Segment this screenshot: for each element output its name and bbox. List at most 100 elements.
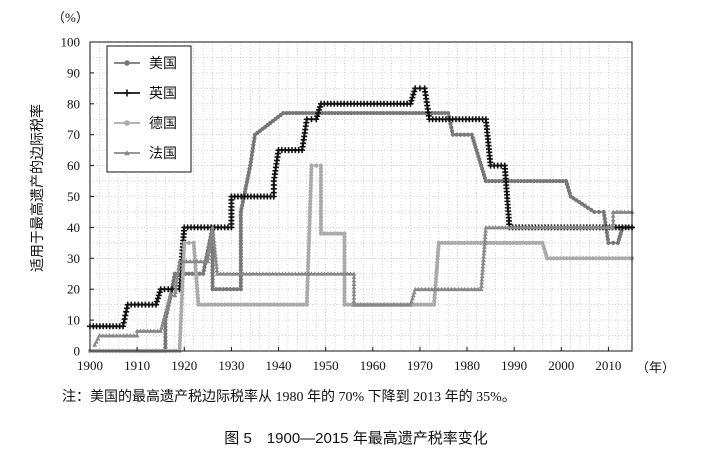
- data-point: [355, 110, 360, 116]
- data-point: [209, 302, 214, 307]
- data-point: [452, 286, 458, 292]
- data-point: [172, 271, 177, 276]
- data-point: [214, 271, 220, 276]
- y-axis-unit: （%）: [52, 10, 89, 25]
- data-point: [480, 264, 486, 269]
- data-point: [221, 271, 227, 276]
- data-point: [103, 333, 109, 338]
- data-point: [522, 178, 527, 184]
- data-point: [351, 298, 357, 304]
- data-point: [610, 221, 616, 226]
- data-point: [432, 286, 438, 292]
- y-tick-label: 10: [67, 313, 80, 328]
- data-point: [345, 271, 350, 276]
- data-point: [172, 292, 178, 298]
- data-point: [339, 231, 344, 236]
- data-point: [206, 252, 212, 257]
- data-point: [439, 240, 445, 245]
- legend-item: 美国: [114, 56, 177, 72]
- data-point: [594, 225, 600, 230]
- data-point: [479, 273, 485, 279]
- data-point: [307, 224, 312, 230]
- data-point: [213, 258, 219, 263]
- x-tick-label: 1960: [360, 358, 386, 373]
- data-point: [117, 333, 123, 338]
- legend-label: 英国: [149, 85, 177, 102]
- data-point: [235, 302, 240, 307]
- data-point: [270, 271, 275, 276]
- data-point: [318, 205, 324, 210]
- data-point: [432, 299, 437, 304]
- data-point: [205, 258, 211, 264]
- data-point: [174, 275, 180, 281]
- data-point: [181, 250, 186, 255]
- data-point: [422, 302, 427, 307]
- data-point: [210, 261, 215, 266]
- data-point: [342, 286, 347, 291]
- data-point: [148, 328, 153, 333]
- data-point: [195, 292, 200, 297]
- data-point: [179, 312, 184, 318]
- data-point: [342, 231, 347, 236]
- data-point: [310, 110, 315, 116]
- data-point: [511, 240, 516, 245]
- data-point: [305, 279, 310, 285]
- data-point: [249, 153, 254, 158]
- data-point: [568, 225, 574, 230]
- data-point: [194, 273, 199, 278]
- data-point: [450, 128, 455, 134]
- data-point: [180, 283, 185, 288]
- data-point: [107, 333, 113, 338]
- data-point: [307, 110, 312, 116]
- data-point: [483, 225, 489, 230]
- data-point: [616, 256, 622, 261]
- data-point: [144, 328, 150, 333]
- data-point: [179, 299, 184, 304]
- data-point: [436, 247, 441, 252]
- y-tick-label: 100: [61, 35, 81, 50]
- data-point: [342, 302, 347, 307]
- data-point: [224, 271, 230, 276]
- data-point: [590, 256, 595, 261]
- data-point: [238, 245, 243, 250]
- data-point: [481, 257, 486, 262]
- data-point: [299, 271, 305, 276]
- data-point: [435, 286, 441, 292]
- data-point: [336, 110, 341, 116]
- data-point: [177, 345, 182, 350]
- data-point: [304, 296, 310, 301]
- data-point: [180, 286, 185, 291]
- data-point: [279, 271, 285, 276]
- data-point: [412, 302, 417, 307]
- data-point: [416, 110, 422, 116]
- data-point: [134, 328, 140, 333]
- data-point: [178, 322, 183, 327]
- data-point: [342, 283, 347, 288]
- data-point: [342, 267, 347, 272]
- data-point: [545, 256, 550, 261]
- data-point: [309, 173, 314, 178]
- data-point: [235, 287, 240, 292]
- data-point: [482, 241, 488, 246]
- data-point: [251, 142, 256, 148]
- data-point: [354, 302, 360, 307]
- data-point: [307, 218, 312, 223]
- data-point: [123, 89, 131, 97]
- data-point: [210, 225, 215, 230]
- data-point: [271, 302, 277, 307]
- data-point: [433, 279, 438, 284]
- data-point: [163, 331, 168, 336]
- data-point: [212, 248, 218, 253]
- data-point: [315, 271, 321, 276]
- data-point: [435, 257, 440, 262]
- data-point: [394, 302, 400, 307]
- data-point: [218, 271, 223, 276]
- data-point: [397, 110, 402, 116]
- data-point: [480, 270, 485, 275]
- data-point: [318, 166, 324, 171]
- data-point: [206, 302, 211, 307]
- data-point: [178, 325, 183, 331]
- data-point: [178, 332, 183, 337]
- data-point: [210, 228, 216, 233]
- data-point: [318, 215, 324, 220]
